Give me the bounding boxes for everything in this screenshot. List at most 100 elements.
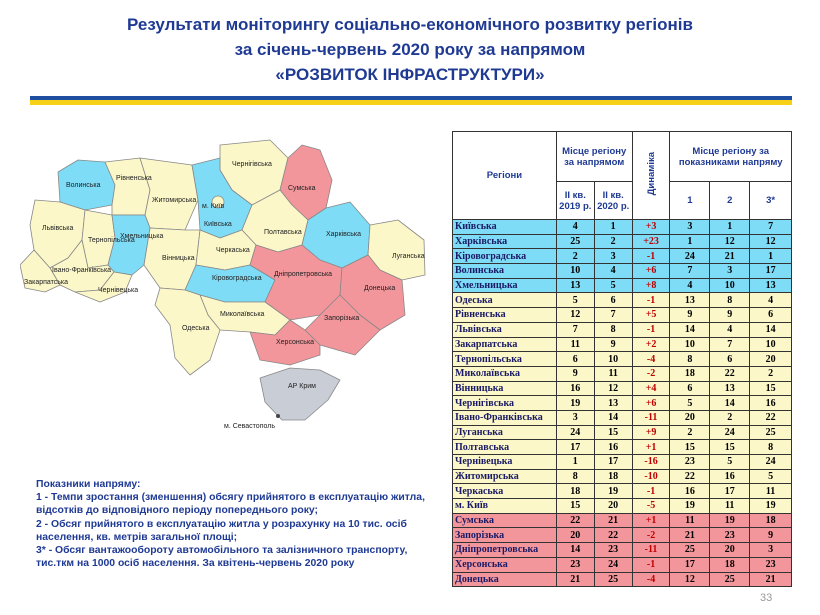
header-regions: Регіони (452, 131, 557, 220)
cell-dyn: -5 (631, 498, 671, 514)
legend-line: 2 - Обсяг прийнятого в експлуатацію житл… (36, 518, 407, 530)
table-row: Донецька 21 25 -4 12 25 21 (452, 571, 792, 588)
cell-q2020: 11 (593, 365, 633, 382)
region-name-cell: Чернігівська (452, 395, 557, 411)
region-name-cell: Сумська (452, 512, 557, 529)
table-row: Закарпатська 11 9 +2 10 7 10 (452, 336, 792, 353)
cell-i3: 23 (749, 556, 792, 573)
cell-q2020: 5 (593, 277, 633, 294)
cell-q2019: 11 (555, 336, 595, 353)
table-row: Дніпропетровська 14 23 -11 25 20 3 (452, 542, 792, 558)
cell-i3: 22 (749, 409, 792, 426)
title-line-3: «РОЗВИТОК ІНФРАСТРУКТУРИ» (275, 65, 545, 84)
cell-q2019: 19 (555, 395, 595, 411)
cell-i1: 9 (669, 307, 711, 323)
map-label-chernihivska: Чернігівська (232, 160, 272, 168)
cell-q2019: 10 (555, 263, 595, 279)
region-name-cell: Рівненська (452, 307, 557, 323)
regions-rating-table: Регіони Місце регіону за напрямом Динамі… (452, 131, 792, 588)
cell-i1: 20 (669, 409, 711, 426)
cell-dyn: +1 (631, 439, 671, 455)
flag-stripe-blue (30, 96, 792, 100)
map-label-volynska: Волинська (66, 182, 101, 189)
table-row: Житомирська 8 18 -10 22 16 5 (452, 468, 792, 485)
table-row: Тернопільська 6 10 -4 8 6 20 (452, 351, 792, 367)
region-name-cell: Київська (452, 219, 557, 235)
cell-q2020: 15 (593, 424, 633, 441)
cell-q2019: 1 (555, 454, 595, 470)
cell-i3: 11 (749, 483, 792, 500)
header-dynamics: Динаміка (631, 131, 671, 220)
region-name-cell: Волинська (452, 263, 557, 279)
region-name-cell: Дніпропетровська (452, 542, 557, 558)
map-label-kharkivska: Харківська (326, 230, 361, 238)
cell-q2019: 15 (555, 498, 595, 514)
cell-q2019: 2 (555, 248, 595, 265)
table-row: Одеська 5 6 -1 13 8 4 (452, 292, 792, 309)
cell-i2: 16 (709, 468, 751, 485)
table-row: Херсонська 23 24 -1 17 18 23 (452, 556, 792, 573)
cell-i3: 24 (749, 454, 792, 470)
cell-i3: 6 (749, 307, 792, 323)
map-label-zakarpatska: Закарпатська (24, 279, 68, 286)
map-label-ivano-frankivska: Івано-Франківська (52, 266, 111, 274)
cell-q2020: 13 (593, 395, 633, 411)
region-name-cell: Донецька (452, 571, 557, 588)
cell-q2019: 12 (555, 307, 595, 323)
table-row: Рівненська 12 7 +5 9 9 6 (452, 307, 792, 323)
cell-i2: 24 (709, 424, 751, 441)
flag-stripe-yellow (30, 100, 792, 105)
cell-q2019: 4 (555, 219, 595, 235)
region-name-cell: Вінницька (452, 380, 557, 397)
cell-q2020: 18 (593, 468, 633, 485)
cell-dyn: -1 (631, 556, 671, 573)
sevastopol-dot (276, 414, 280, 418)
region-name-cell: Луганська (452, 424, 557, 441)
cell-i3: 21 (749, 571, 792, 588)
table-row: Хмельницька 13 5 +8 4 10 13 (452, 277, 792, 294)
cell-dyn: +9 (631, 424, 671, 441)
cell-q2019: 7 (555, 321, 595, 338)
cell-i2: 1 (709, 219, 751, 235)
title-line-1: Результати моніторингу соціально-економі… (127, 15, 693, 34)
cell-i1: 7 (669, 263, 711, 279)
table-row: Волинська 10 4 +6 7 3 17 (452, 263, 792, 279)
cell-dyn: -1 (631, 483, 671, 500)
cell-q2020: 23 (593, 542, 633, 558)
cell-dyn: +6 (631, 263, 671, 279)
cell-dyn: -1 (631, 292, 671, 309)
map-label-ternopilska: Тернопільська (88, 236, 135, 244)
cell-i1: 18 (669, 365, 711, 382)
cell-i1: 15 (669, 439, 711, 455)
table-row: Івано-Франківська 3 14 -11 20 2 22 (452, 409, 792, 426)
map-label-khmelnytska: Хмельницька (120, 233, 164, 240)
cell-q2020: 22 (593, 527, 633, 544)
region-name-cell: Львівська (452, 321, 557, 338)
cell-dyn: -1 (631, 321, 671, 338)
cell-q2019: 18 (555, 483, 595, 500)
cell-i3: 17 (749, 263, 792, 279)
table-row: м. Київ 15 20 -5 19 11 19 (452, 498, 792, 514)
dynamics-label: Динаміка (645, 152, 657, 196)
region-name-cell: Черкаська (452, 483, 557, 500)
map-label-chernivetska: Чернівецька (98, 286, 138, 294)
region-name-cell: Харківська (452, 233, 557, 250)
region-name-cell: Івано-Франківська (452, 409, 557, 426)
cell-q2020: 7 (593, 307, 633, 323)
cell-dyn: +2 (631, 336, 671, 353)
table-row: Київська 4 1 +3 3 1 7 (452, 219, 792, 235)
table-row: Полтавська 17 16 +1 15 15 8 (452, 439, 792, 455)
cell-i3: 20 (749, 351, 792, 367)
map-label-donetska: Донецька (364, 285, 395, 292)
cell-i3: 9 (749, 527, 792, 544)
cell-i2: 10 (709, 277, 751, 294)
region-name-cell: Запорізька (452, 527, 557, 544)
cell-q2020: 21 (593, 512, 633, 529)
cell-i1: 12 (669, 571, 711, 588)
cell-i3: 13 (749, 277, 792, 294)
cell-i1: 17 (669, 556, 711, 573)
map-label-luhanska: Луганська (392, 253, 425, 260)
table-row: Львівська 7 8 -1 14 4 14 (452, 321, 792, 338)
cell-q2019: 9 (555, 365, 595, 382)
cell-q2020: 3 (593, 248, 633, 265)
